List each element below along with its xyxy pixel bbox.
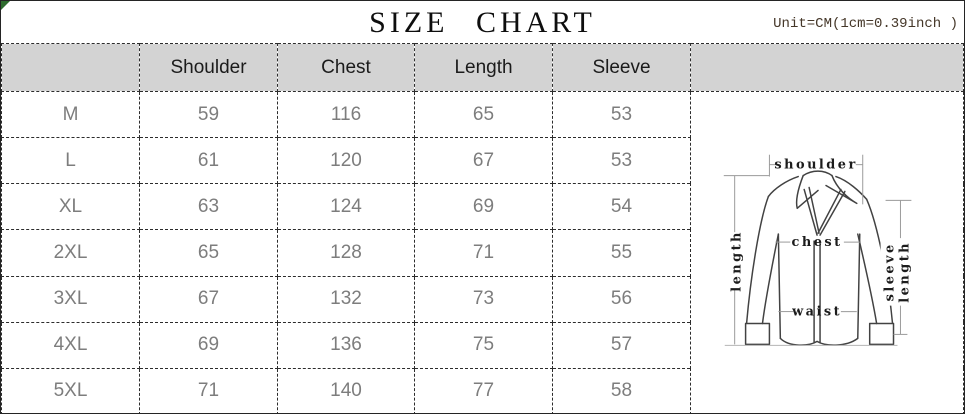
size-label: XL: [1, 183, 140, 231]
size-label: 5XL: [1, 367, 140, 413]
header-sleeve: Sleeve: [552, 43, 691, 92]
diagram-header-cell: [690, 43, 964, 92]
waist-label: waist: [791, 305, 842, 320]
cell-sleeve: 58: [552, 367, 691, 413]
cell-length: 73: [414, 275, 553, 323]
cell-chest: 140: [277, 367, 415, 413]
size-label: L: [1, 137, 140, 185]
cell-shoulder: 71: [139, 367, 278, 413]
cell-shoulder: 59: [139, 90, 278, 139]
title-row: SIZE CHART Unit=CM(1cm=0.39inch ): [1, 1, 964, 43]
cell-shoulder: 61: [139, 137, 278, 185]
table-row: 5XL 71 140 77 58: [1, 367, 964, 413]
corner-marker-triangle: [1, 1, 10, 10]
cell-shoulder: 69: [139, 321, 278, 369]
table-row: L 61 120 67 53: [1, 137, 964, 185]
cell-sleeve: 56: [552, 275, 691, 323]
cell-chest: 124: [277, 183, 415, 231]
cell-shoulder: 67: [139, 275, 278, 323]
cell-length: 77: [414, 367, 553, 413]
label-backdrop: [724, 232, 748, 290]
cell-chest: 132: [277, 275, 415, 323]
size-label: 3XL: [1, 275, 140, 323]
cell-chest: 116: [277, 90, 415, 139]
cell-sleeve: 53: [552, 90, 691, 139]
shirt-outline: [744, 170, 895, 346]
cell-sleeve: 54: [552, 183, 691, 231]
header-length: Length: [414, 43, 553, 92]
cell-sleeve: 53: [552, 137, 691, 185]
cell-shoulder: 65: [139, 229, 278, 277]
cell-length: 65: [414, 90, 553, 139]
page-title: SIZE CHART: [369, 6, 596, 39]
header-shoulder: Shoulder: [139, 43, 278, 92]
cell-length: 69: [414, 183, 553, 231]
table-row: 3XL 67 132 73 56: [1, 275, 964, 323]
table-row: 2XL 65 128 71 55: [1, 229, 964, 277]
table-row: 4XL 69 136 75 57: [1, 321, 964, 369]
cell-sleeve: 55: [552, 229, 691, 277]
table-row: XL 63 124 69 54: [1, 183, 964, 231]
size-label: 4XL: [1, 321, 140, 369]
measurement-labels: shoulder chest waist length sleeve lengt…: [730, 158, 913, 320]
table-header-row: Shoulder Chest Length Sleeve: [1, 43, 964, 92]
unit-note: Unit=CM(1cm=0.39inch ): [773, 16, 958, 32]
shoulder-label: shoulder: [774, 158, 857, 173]
size-label: 2XL: [1, 229, 140, 277]
shirt-measurement-diagram: shoulder chest waist length sleeve lengt…: [690, 91, 964, 413]
label-backdrop: [880, 238, 914, 306]
length-label: length: [730, 230, 745, 292]
cell-length: 71: [414, 229, 553, 277]
cell-chest: 128: [277, 229, 415, 277]
header-size: [1, 43, 140, 92]
shirt-diagram-svg: shoulder chest waist length sleeve lengt…: [723, 154, 914, 346]
chest-label: chest: [792, 235, 843, 250]
sleeve-length-label-line2: length: [897, 241, 912, 303]
size-table: Shoulder Chest Length Sleeve M 59 116 65…: [1, 43, 964, 413]
cell-sleeve: 57: [552, 321, 691, 369]
table-row: M 59 116 65 53: [1, 90, 964, 413]
cell-chest: 120: [277, 137, 415, 185]
size-label: M: [1, 90, 140, 139]
cell-shoulder: 63: [139, 183, 278, 231]
cell-length: 75: [414, 321, 553, 369]
cell-length: 67: [414, 137, 553, 185]
sleeve-length-label-line1: sleeve: [883, 242, 898, 301]
header-chest: Chest: [277, 43, 415, 92]
cell-chest: 136: [277, 321, 415, 369]
